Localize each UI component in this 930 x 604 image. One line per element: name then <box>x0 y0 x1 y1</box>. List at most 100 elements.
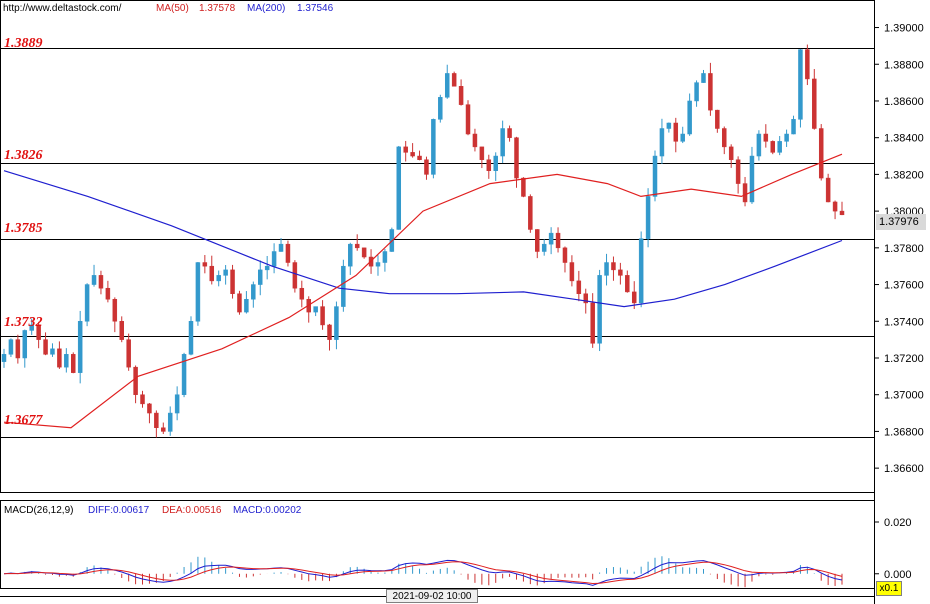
macd-tick-label: 0.020 <box>884 517 912 529</box>
candle-body <box>396 146 402 230</box>
macd-dea: DEA:0.00516 <box>162 505 222 516</box>
ma50-value: 1.37578 <box>199 3 236 14</box>
candle-body <box>590 302 595 344</box>
candle-body <box>15 339 21 359</box>
macd-dea-line <box>3 561 843 585</box>
ma200-label: MA(200) <box>247 3 286 14</box>
candle-body <box>812 78 817 129</box>
candle-body <box>84 284 90 322</box>
candle-body <box>216 275 221 282</box>
candle-body <box>341 265 346 307</box>
candle-body <box>251 284 256 300</box>
candle-body <box>652 155 658 197</box>
candle-body <box>161 427 166 432</box>
candle-body <box>791 119 796 135</box>
candle-body <box>431 119 436 175</box>
candle-body <box>264 265 270 271</box>
candle-body <box>818 128 824 179</box>
candle-body <box>181 354 187 395</box>
candle-body <box>91 275 97 285</box>
candle-body <box>576 280 582 294</box>
candle-body <box>680 133 685 142</box>
price-tick-label: 1.37000 <box>884 390 924 402</box>
candle-body <box>541 243 547 252</box>
price-tick-label: 1.38800 <box>884 59 924 71</box>
candle-body <box>618 269 623 276</box>
candle-body <box>839 210 845 216</box>
candle-body <box>327 324 332 340</box>
candle-body <box>57 348 62 368</box>
candle-body <box>465 104 471 135</box>
candle-body <box>749 155 755 203</box>
candle-body <box>271 251 277 267</box>
candle-body <box>625 275 630 293</box>
candle-body <box>528 196 533 230</box>
candle-body <box>805 49 810 80</box>
candle-body <box>119 321 124 340</box>
candle-body <box>451 73 457 87</box>
candle-body <box>645 196 651 239</box>
candle-body <box>133 366 138 395</box>
candle-body <box>237 293 242 313</box>
candle-body <box>825 177 831 203</box>
candle-body <box>244 298 249 313</box>
macd-diff: DIFF:0.00617 <box>88 505 150 516</box>
candle-body <box>472 133 478 148</box>
zoom-level[interactable]: x0.1 <box>876 581 902 596</box>
price-tick-label: 1.36800 <box>884 426 924 438</box>
candle-body <box>403 146 408 153</box>
candle-body <box>410 152 415 157</box>
candle-body <box>36 324 41 340</box>
candle-body <box>195 262 201 322</box>
macd-tick-label: 0.000 <box>884 569 912 581</box>
candle-body <box>514 137 519 179</box>
ma200-line <box>3 170 843 308</box>
candle-body <box>1 354 7 362</box>
candle-body <box>666 122 672 129</box>
level-label-5: 1.3677 <box>4 413 43 428</box>
crosshair-date: 2021-09-02 10:00 <box>386 589 478 603</box>
candle-body <box>569 262 575 282</box>
candle-body <box>382 251 388 263</box>
candle-body <box>334 306 339 340</box>
candle-body <box>167 412 173 432</box>
ma50-line <box>3 153 843 429</box>
candle-body <box>29 324 34 331</box>
level-label-2: 1.3826 <box>4 148 43 163</box>
candle-body <box>798 49 803 120</box>
candle-body <box>22 330 28 359</box>
candle-body <box>604 262 609 276</box>
candle-body <box>770 141 775 153</box>
candle-body <box>659 128 665 157</box>
candle-body <box>507 128 512 138</box>
candle-body <box>715 109 720 129</box>
candle-body <box>735 159 741 184</box>
candle-body <box>555 232 561 249</box>
candle-body <box>562 247 568 263</box>
candle-body <box>71 354 76 373</box>
candle-body <box>631 291 637 304</box>
candle-body <box>105 287 111 300</box>
candle-body <box>292 262 298 289</box>
candle-body <box>458 86 464 105</box>
candle-body <box>299 287 305 300</box>
candle-body <box>43 339 48 355</box>
candle-body <box>521 177 526 197</box>
candle-body <box>188 321 194 355</box>
candle-body <box>285 243 291 263</box>
macd-value: MACD:0.00202 <box>233 505 302 516</box>
candle-body <box>174 394 180 414</box>
candle-body <box>313 306 318 313</box>
level-label-1: 1.3889 <box>4 36 43 51</box>
candle-body <box>8 339 14 355</box>
ma200-value: 1.37546 <box>297 3 334 14</box>
candle-body <box>112 298 118 322</box>
last-price-badge: 1.37976 <box>876 214 926 230</box>
candle-body <box>784 133 789 142</box>
price-tick-label: 1.36600 <box>884 463 924 475</box>
price-tick-label: 1.38200 <box>884 169 924 181</box>
candle-body <box>701 73 706 83</box>
candle-body <box>202 262 208 267</box>
